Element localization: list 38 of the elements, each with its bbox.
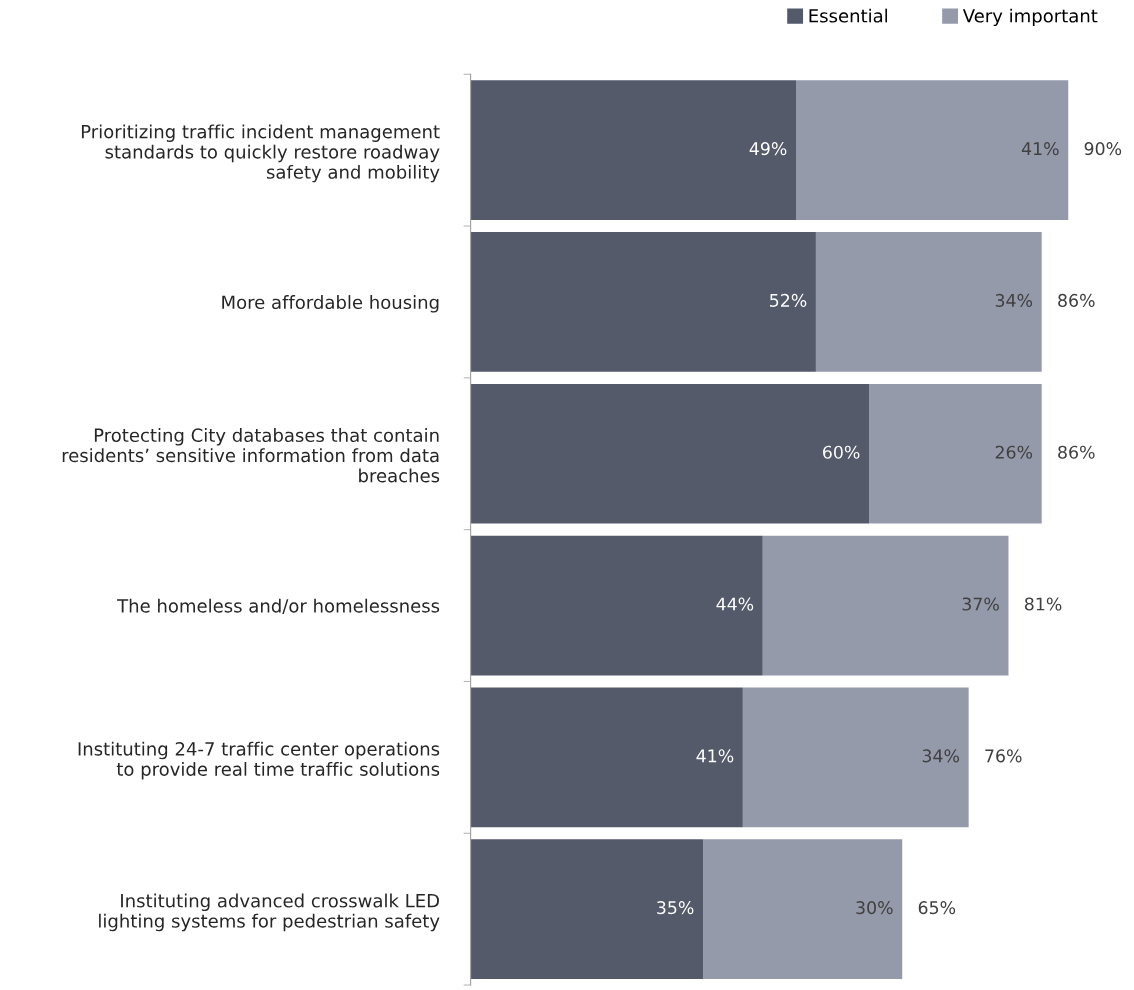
- bar: [470, 535, 763, 676]
- y-tick-label: More affordable housing: [222, 295, 439, 313]
- data-label: 26%: [995, 445, 1033, 459]
- data-label: 52%: [770, 293, 807, 307]
- data-label: 49%: [749, 142, 787, 156]
- total-label: 65%: [918, 901, 956, 915]
- data-label: 34%: [995, 293, 1033, 307]
- data-label: 30%: [856, 901, 893, 915]
- total-label: 86%: [1058, 293, 1095, 307]
- y-tick-label: Instituting 24-7 traffic center operations to provide real time traffic solutions: [78, 741, 440, 780]
- data-label: 44%: [716, 597, 754, 611]
- bar: [470, 80, 796, 220]
- bar: [470, 687, 743, 828]
- y-tick-label: Prioritizing traffic incident management standards to quickly restore roadway safety and mobility: [81, 124, 440, 183]
- y-tick-label: Protecting City databases that contain residents’ sensitive information from data breaches: [62, 428, 440, 483]
- data-label: 35%: [657, 901, 694, 915]
- y-tick-label: Instituting advanced crosswalk LED lighting systems for pedestrian safety: [99, 893, 440, 932]
- bar: [470, 383, 870, 524]
- bar: [796, 80, 1069, 220]
- data-label: 37%: [962, 597, 999, 611]
- bar: [869, 383, 1042, 524]
- bar: [703, 839, 903, 979]
- bar: [470, 839, 704, 979]
- bar: [762, 535, 1009, 676]
- total-label: 81%: [1024, 597, 1062, 611]
- total-label: 86%: [1058, 445, 1095, 459]
- total-label: 90%: [1084, 142, 1122, 156]
- legend-label: Very important: [962, 8, 1098, 27]
- data-label: 41%: [696, 749, 734, 763]
- data-label: 34%: [922, 749, 960, 763]
- bar: [742, 687, 969, 828]
- data-label: 60%: [823, 445, 860, 459]
- bar: [815, 232, 1042, 372]
- total-label: 76%: [985, 749, 1022, 763]
- y-tick-label: The homeless and/or homelessness: [117, 598, 440, 615]
- bar: [470, 232, 816, 372]
- legend-label: Essential: [809, 8, 888, 23]
- data-label: 41%: [1021, 142, 1059, 156]
